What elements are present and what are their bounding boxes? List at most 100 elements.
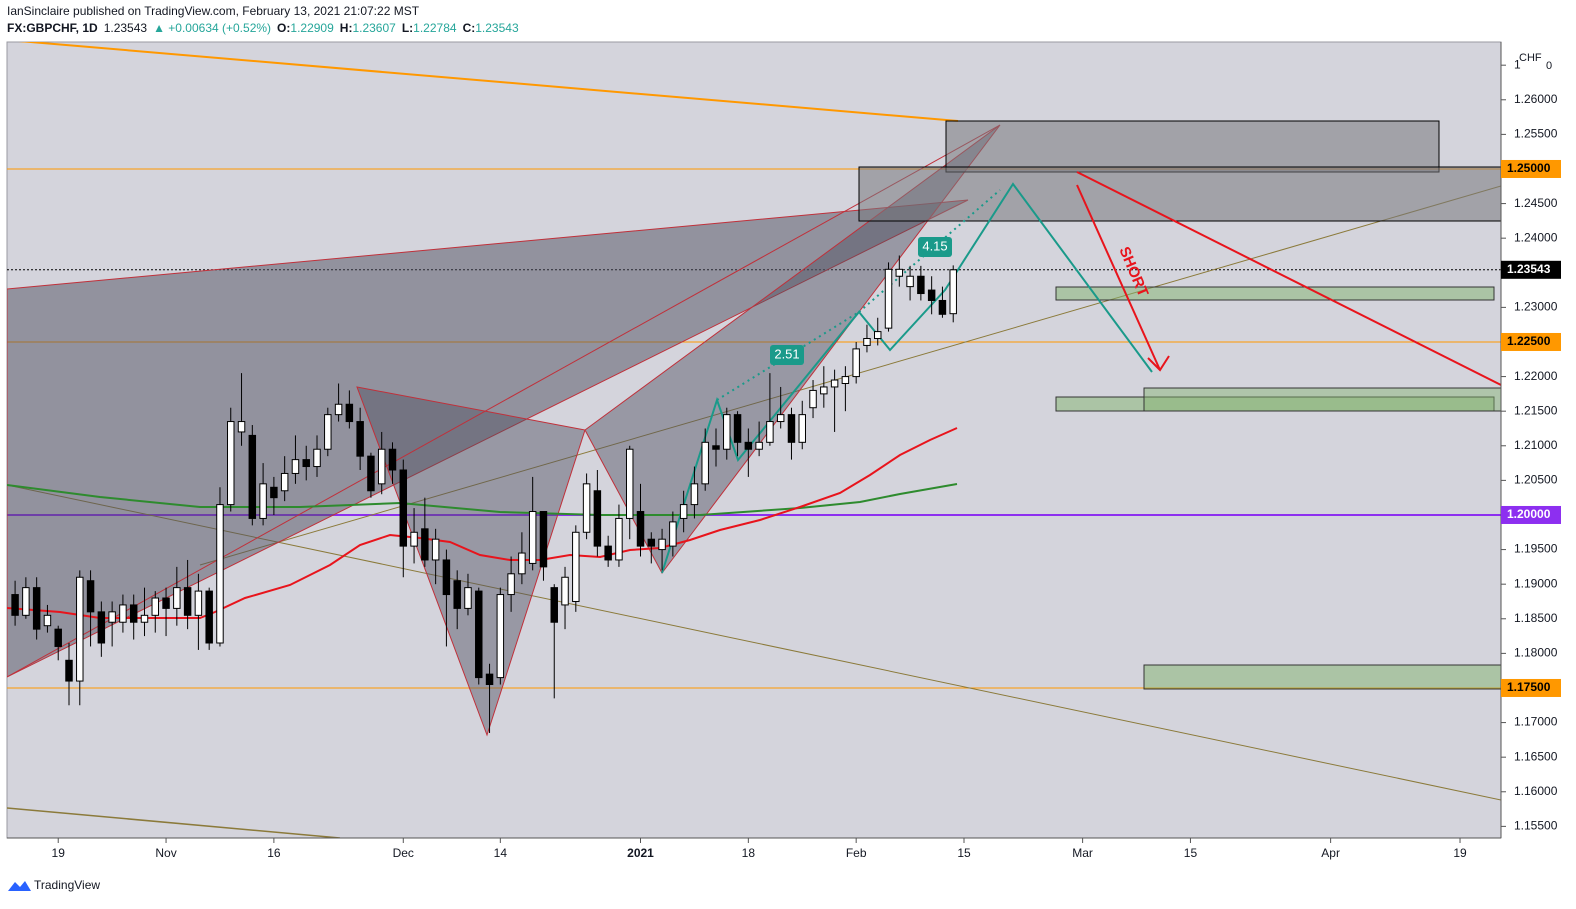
candle-body (313, 448, 321, 468)
candles (11, 255, 957, 733)
candle-body (690, 483, 699, 506)
candle-body (539, 511, 548, 568)
symbol: FX:GBPCHF, 1D (7, 21, 98, 35)
y-tick-label: 1.21000 (1514, 438, 1558, 452)
ratio-label: 4.15 (922, 238, 947, 253)
zone (945, 120, 1440, 173)
candle-body (324, 414, 332, 450)
candle-body (636, 511, 645, 547)
price-label: 1.20000 (1507, 507, 1551, 521)
candle-body (507, 573, 515, 596)
y-tick-label: 1.22000 (1514, 369, 1558, 383)
candle-body (744, 441, 753, 450)
candle-body (841, 376, 850, 384)
candle-body (205, 590, 213, 644)
candle-body (237, 421, 246, 433)
candle-body (108, 611, 116, 623)
candle-body (43, 614, 52, 627)
y-tick-label: 1.15500 (1514, 819, 1558, 833)
x-tick-label: 16 (267, 846, 281, 860)
candle-body (895, 268, 904, 277)
y-tick-label: 1.19500 (1514, 542, 1558, 556)
x-tick-label: Mar (1072, 846, 1093, 860)
symbol-line: FX:GBPCHF, 1D 1.23543 ▲ +0.00634 (+0.52%) O… (7, 21, 519, 35)
candle-body (377, 448, 386, 485)
candle-body (119, 604, 127, 623)
candle-body (421, 528, 429, 561)
price-label-box (1501, 159, 1561, 178)
candle-body (884, 268, 893, 329)
candle-body (852, 348, 860, 378)
currency-note: 0 (1546, 60, 1552, 72)
y-tick-label: 1.24500 (1514, 196, 1558, 210)
price-label-box (1501, 678, 1561, 697)
candle-body (679, 504, 688, 519)
y-tick-label: 1.26000 (1514, 92, 1558, 106)
candle-body (701, 441, 709, 485)
candle-body (464, 587, 472, 609)
candle-body (442, 559, 451, 596)
y-tick-label: 1.19000 (1514, 576, 1558, 590)
candle-body (625, 448, 634, 519)
ohlc-value: 1.23607 (352, 21, 396, 35)
publisher: IanSinclaire published on TradingView.co… (7, 4, 420, 18)
candle-body (54, 628, 62, 647)
y-tick-label: 1.16500 (1514, 749, 1558, 763)
y-tick-label: 1.18000 (1514, 646, 1558, 660)
candle-body (917, 275, 925, 295)
y-tick-label: 1.23000 (1514, 300, 1558, 314)
projection-dotted (716, 311, 860, 401)
x-tick-label: 14 (494, 846, 508, 860)
x-tick-label: 19 (1453, 846, 1467, 860)
candle-body (906, 275, 914, 288)
projection-dotted (858, 189, 1001, 313)
candle-body (183, 587, 192, 616)
candle-body (129, 604, 138, 623)
trend-line (7, 807, 341, 838)
candle-body (820, 386, 828, 395)
candle-body (604, 545, 612, 561)
candle-body (830, 379, 839, 388)
candle-body (280, 472, 289, 492)
candle-body (712, 445, 720, 450)
candle-body (723, 414, 731, 450)
price: 1.23543 (104, 21, 148, 35)
footer: TradingView (8, 878, 100, 892)
candle-body (345, 403, 354, 423)
candle-body (485, 673, 494, 686)
candle-body (227, 421, 235, 506)
candle-body (65, 659, 73, 682)
candle-body (32, 587, 41, 630)
y-tick-label: 1.24000 (1514, 230, 1558, 244)
candle-body (76, 576, 84, 682)
ohlc-value: 1.23543 (475, 21, 519, 35)
candle-body (927, 289, 936, 301)
y-tick-label: 1.17000 (1514, 715, 1558, 729)
change: ▲ +0.00634 (+0.52%) (153, 21, 271, 35)
candle-body (86, 580, 95, 613)
candle-body (194, 590, 203, 616)
candle-body (431, 538, 440, 561)
candle-body (334, 403, 343, 416)
candle-body (151, 597, 160, 616)
candle-body (367, 455, 375, 492)
candle-body (518, 552, 526, 575)
pattern-area (356, 386, 586, 737)
x-tick-label: 2021 (627, 846, 654, 860)
candle-body (863, 338, 871, 346)
label-box (918, 237, 952, 257)
candle-body (291, 459, 300, 474)
y-tick-label: 1.21500 (1514, 403, 1558, 417)
candle-body (787, 414, 796, 443)
y-tick-label: 1.18500 (1514, 611, 1558, 625)
candle-body (874, 331, 882, 340)
candle-body (572, 531, 580, 602)
zone (1055, 286, 1495, 301)
candle-body (766, 421, 774, 443)
candle-body (582, 483, 591, 533)
candle-body (410, 531, 418, 547)
x-tick-label: 15 (1184, 846, 1198, 860)
zone (858, 166, 1501, 222)
ohlc-value: 1.22909 (290, 21, 334, 35)
